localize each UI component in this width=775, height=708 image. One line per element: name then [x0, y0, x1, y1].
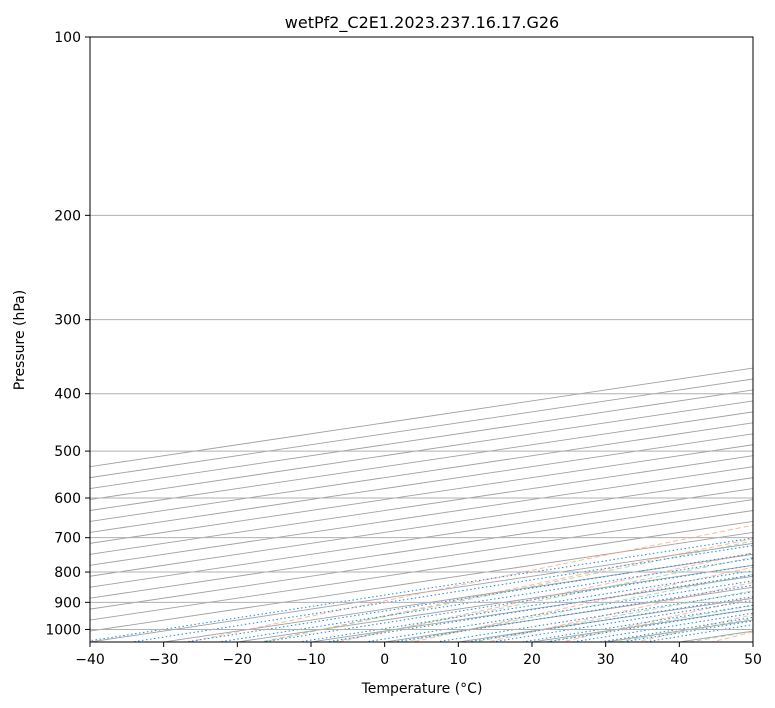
x-tick-label: 0 [380, 652, 389, 668]
isotherm-line [90, 499, 753, 599]
dry-adiabat-line [485, 581, 753, 642]
plot-frame [89, 36, 754, 643]
isotherm-line [160, 553, 753, 642]
x-tick-label: −10 [296, 652, 326, 668]
x-axis: −40 −30 −20 −10 0 10 20 30 40 50 [75, 642, 762, 668]
moist-adiabat-line [257, 540, 753, 642]
isotherm-line [381, 586, 753, 642]
y-axis: 100 200 300 400 500 600 700 800 900 1000 [45, 30, 90, 638]
isotherm-line [602, 619, 753, 642]
isotherm-line [90, 455, 753, 555]
mixing-ratio-line [569, 612, 753, 642]
y-tick-label: 600 [54, 491, 81, 507]
y-tick-label: 400 [54, 387, 81, 403]
dry-adiabat-line [186, 524, 753, 642]
moist-adiabat-line [542, 604, 753, 642]
pressure-gridlines [90, 37, 753, 630]
dry-adiabat-line [709, 631, 753, 642]
moist-adiabat-line [329, 556, 753, 642]
dry-adiabat-line [634, 614, 753, 642]
moist-adiabat-line [613, 618, 753, 642]
moist-adiabat-line [471, 590, 753, 642]
x-axis-label: Temperature (°C) [361, 681, 483, 697]
mixing-ratio-line [215, 558, 753, 642]
reference-lines [90, 10, 775, 654]
y-tick-label: 1000 [45, 622, 81, 638]
y-axis-label: Pressure (hPa) [12, 290, 28, 390]
chart-title: wetPf2_C2E1.2023.237.16.17.G26 [285, 13, 559, 33]
y-tick-label: 500 [54, 444, 81, 460]
dry-adiabat-line [335, 552, 753, 642]
x-tick-label: −30 [149, 652, 179, 668]
y-tick-label: 800 [54, 565, 81, 581]
isotherm-line [90, 531, 753, 632]
dry-adiabat-line [261, 538, 753, 642]
isotherm-line [307, 575, 753, 642]
x-tick-label: 50 [744, 652, 762, 668]
x-tick-label: 10 [449, 652, 467, 668]
isotherm-line [90, 510, 753, 610]
isotherm-line [90, 477, 753, 577]
dry-adiabat-line [738, 10, 775, 654]
x-tick-label: 20 [523, 652, 541, 668]
isotherm-line [90, 520, 753, 621]
y-tick-label: 700 [54, 531, 81, 547]
dry-adiabat-line [410, 566, 753, 642]
isotherm-line [90, 542, 753, 642]
y-tick-label: 900 [54, 595, 81, 611]
x-tick-label: 40 [670, 652, 688, 668]
y-tick-label: 100 [54, 30, 81, 46]
mixing-ratio-line [641, 624, 753, 642]
isotherm-line [90, 466, 753, 566]
y-tick-label: 300 [54, 313, 81, 329]
moist-adiabat-line [400, 573, 753, 642]
mixing-ratio-line [90, 537, 753, 642]
x-tick-label: −20 [223, 652, 253, 668]
mixing-ratio-line [128, 545, 753, 642]
isotherm-line [749, 641, 753, 642]
x-tick-label: −40 [75, 652, 105, 668]
isotherm-line [90, 488, 753, 588]
x-tick-label: 30 [597, 652, 615, 668]
y-tick-label: 200 [54, 208, 81, 224]
isotherm-line [234, 564, 753, 642]
